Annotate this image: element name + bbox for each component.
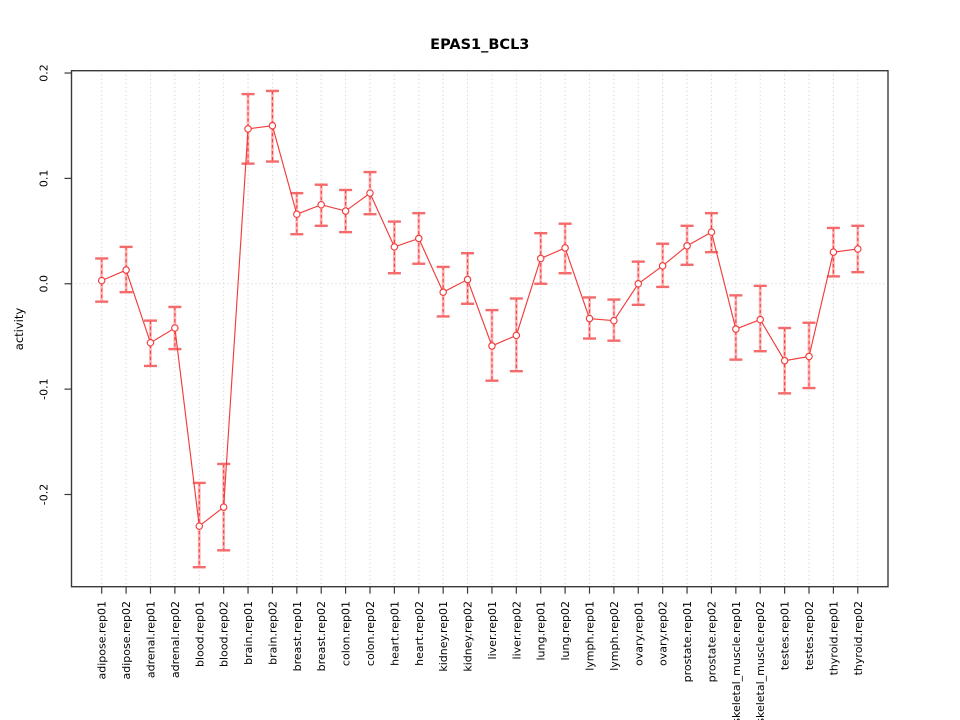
data-point — [488, 342, 496, 350]
data-point — [195, 522, 204, 530]
y-tick-label: 0.0 — [38, 275, 51, 293]
x-tick-label: adipose.rep02 — [120, 601, 133, 680]
x-tick-label: skeletal_muscle.rep01 — [730, 601, 743, 720]
data-point — [414, 234, 423, 243]
x-tick-label: blood.rep01 — [193, 601, 206, 667]
x-tick-label: liver.rep02 — [510, 601, 523, 659]
series-line — [101, 125, 858, 528]
x-tick-label: adrenal.rep01 — [144, 601, 157, 678]
data-point — [854, 245, 862, 253]
data-point — [707, 228, 716, 236]
data-point — [122, 266, 130, 274]
data-point — [439, 288, 447, 296]
chart-title: EPAS1_BCL3 — [430, 37, 529, 53]
data-point — [512, 331, 521, 340]
data-point — [805, 352, 813, 361]
data-point — [732, 325, 740, 333]
x-tick-label: prostate.rep01 — [681, 601, 694, 682]
data-point — [585, 314, 594, 323]
x-tick-label: adipose.rep01 — [96, 601, 109, 680]
x-tick-label: kidney.rep01 — [437, 601, 450, 672]
data-point — [97, 276, 106, 285]
x-tick-label: breast.rep01 — [291, 601, 304, 671]
x-tick-label: ovary.rep01 — [632, 601, 645, 666]
data-point — [317, 200, 325, 209]
y-tick-label: 0.1 — [38, 170, 51, 188]
x-tick-label: blood.rep02 — [218, 601, 231, 667]
x-tick-label: colon.rep01 — [340, 601, 353, 666]
data-point — [366, 189, 374, 197]
data-point — [780, 356, 789, 365]
data-point — [756, 315, 765, 324]
x-tick-label: adrenal.rep02 — [169, 601, 182, 678]
x-tick-label: kidney.rep02 — [462, 601, 475, 672]
data-point — [658, 262, 667, 270]
data-point — [610, 316, 618, 325]
data-point — [219, 503, 228, 511]
plot-layers: 0.2 0.1 0.0 -0.1 -0.2 adipose.rep01 adipose.re… — [38, 64, 889, 720]
x-tick-label: lymph.rep01 — [584, 601, 597, 671]
data-point — [244, 125, 252, 133]
x-tick-label: lymph.rep02 — [608, 601, 621, 671]
x-tick-label: liver.rep01 — [486, 601, 499, 659]
x-tick-label: thyroid.rep01 — [827, 601, 840, 675]
x-tick-label: skeletal_muscle.rep02 — [754, 601, 767, 720]
data-point — [634, 279, 643, 288]
x-tick-label: thyroid.rep02 — [852, 601, 865, 675]
x-tick-label: testes.rep02 — [803, 601, 816, 670]
data-point — [561, 244, 569, 252]
data-point — [268, 121, 277, 130]
data-point — [536, 254, 545, 263]
x-tick-label: prostate.rep02 — [705, 601, 718, 682]
x-tick-label: testes.rep01 — [779, 601, 792, 670]
plot-border — [70, 69, 889, 588]
data-point — [341, 207, 350, 215]
x-tick-label: brain.rep01 — [242, 601, 255, 665]
x-tick-label: brain.rep02 — [266, 601, 279, 665]
x-tick-label: ovary.rep02 — [657, 601, 670, 666]
x-tick-label: heart.rep02 — [413, 601, 426, 666]
y-tick-label: -0.2 — [38, 484, 51, 505]
data-point — [683, 242, 691, 250]
y-tick-label: 0.2 — [38, 64, 51, 82]
data-point — [829, 248, 838, 256]
y-axis-title: activity — [12, 308, 26, 351]
data-point — [390, 243, 399, 251]
data-point — [293, 210, 301, 218]
data-point — [171, 324, 179, 332]
y-tick-label: -0.1 — [38, 378, 51, 399]
x-tick-label: colon.rep02 — [364, 601, 377, 666]
data-point — [146, 338, 155, 347]
x-tick-label: lung.rep01 — [535, 601, 548, 661]
data-point — [463, 275, 472, 284]
x-tick-label: breast.rep02 — [315, 601, 328, 671]
x-tick-label: lung.rep02 — [559, 601, 572, 661]
x-tick-label: heart.rep01 — [388, 601, 401, 666]
